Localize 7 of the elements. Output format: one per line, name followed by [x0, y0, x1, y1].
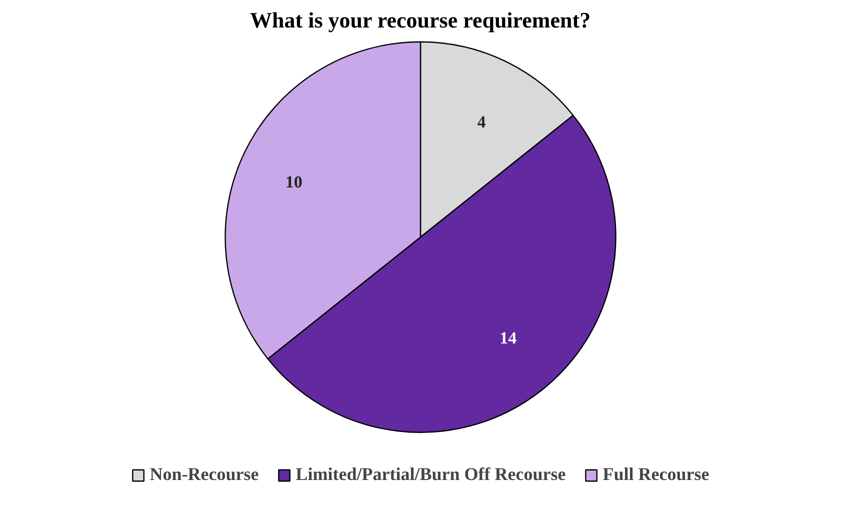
legend-label: Non-Recourse: [150, 464, 259, 485]
data-label: 4: [477, 112, 486, 132]
chart-title: What is your recourse requirement?: [250, 8, 591, 32]
data-label: 14: [500, 328, 518, 348]
legend-label: Full Recourse: [602, 464, 710, 485]
legend-label: Limited/Partial/Burn Off Recourse: [296, 464, 566, 485]
data-label: 10: [285, 172, 302, 192]
